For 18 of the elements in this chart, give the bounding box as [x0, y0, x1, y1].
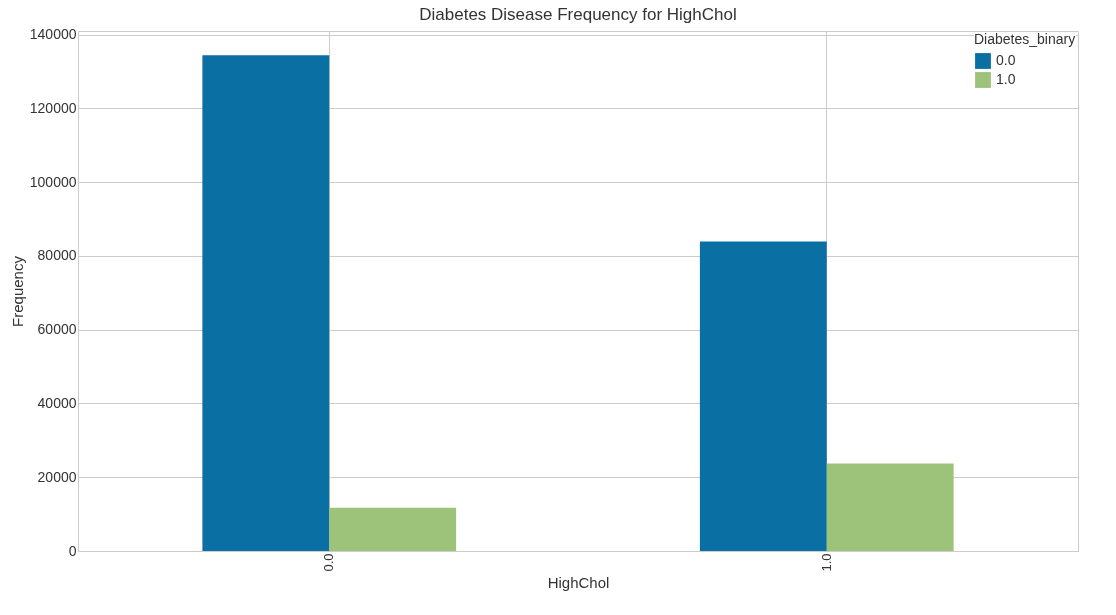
y-tick-label: 60000 — [37, 321, 77, 338]
legend-title: Diabetes_binary — [974, 31, 1076, 47]
y-tick-label: 0 — [68, 542, 77, 559]
bar — [826, 463, 954, 551]
y-tick-label: 40000 — [37, 394, 77, 411]
bar — [202, 55, 330, 551]
legend-label: 0.0 — [996, 52, 1016, 68]
chart-title: Diabetes Disease Frequency for HighChol — [419, 4, 737, 24]
bar — [699, 241, 827, 551]
bar — [329, 507, 457, 551]
y-axis-title: Frequency — [8, 255, 26, 327]
y-tick-label: 80000 — [37, 247, 77, 264]
y-tick-label: 20000 — [37, 468, 77, 485]
legend-label: 1.0 — [996, 71, 1016, 87]
y-tick-label: 120000 — [29, 99, 77, 116]
x-axis-title: HighChol — [547, 573, 610, 591]
y-tick-label: 100000 — [29, 173, 77, 190]
y-tick-label: 140000 — [29, 26, 77, 43]
